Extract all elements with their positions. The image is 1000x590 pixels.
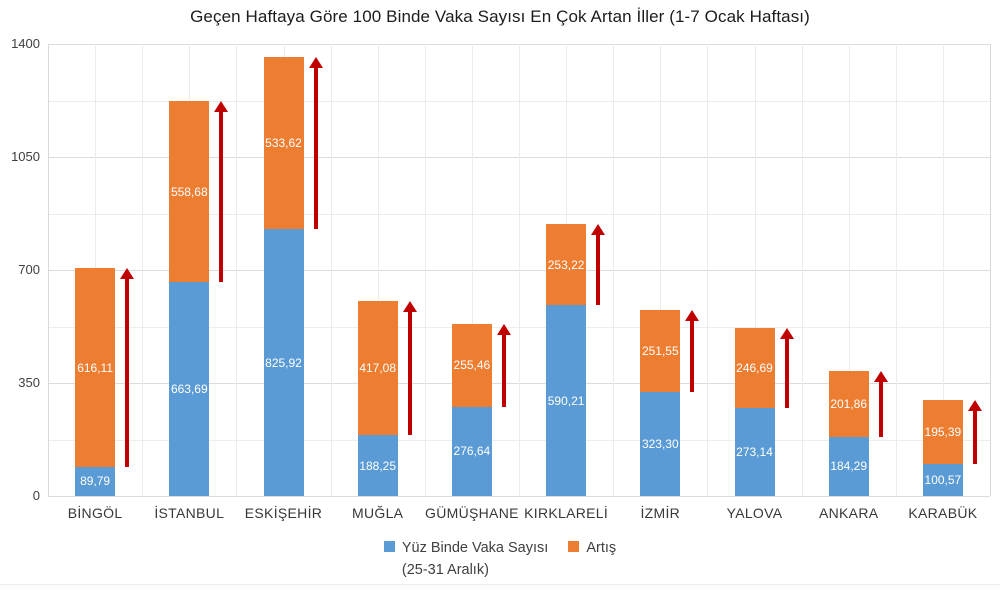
gridline-vertical xyxy=(707,44,709,496)
increase-arrow xyxy=(120,268,135,467)
arrow-head-icon xyxy=(873,371,888,383)
legend: Yüz Binde Vaka Sayısı (25-31 Aralık) Art… xyxy=(0,537,1000,581)
window-bottom-edge xyxy=(0,584,1000,590)
legend-swatch-artis xyxy=(568,541,580,552)
legend-item-vaka: Yüz Binde Vaka Sayısı (25-31 Aralık) xyxy=(383,537,548,581)
gridline-vertical xyxy=(990,44,991,496)
x-axis-category-label: YALOVA xyxy=(726,505,783,521)
bar-segment-artis: 417,08 xyxy=(357,300,398,436)
arrow-stem xyxy=(125,279,130,467)
arrow-head-icon xyxy=(214,101,229,113)
chart-title: Geçen Haftaya Göre 100 Binde Vaka Sayısı… xyxy=(190,7,810,26)
gridline-vertical xyxy=(48,44,49,496)
y-axis-tick-label: 1400 xyxy=(11,36,40,51)
gridline-vertical xyxy=(660,44,662,496)
gridline-vertical xyxy=(142,44,144,496)
gridline-vertical xyxy=(471,44,473,496)
x-axis-category-label: MUĞLA xyxy=(352,505,404,521)
gridline-vertical xyxy=(424,44,426,496)
legend-label-vaka-line1: Yüz Binde Vaka Sayısı xyxy=(401,540,549,556)
bar-segment-vaka: 188,25 xyxy=(357,435,398,496)
y-axis-tick-label: 700 xyxy=(18,262,40,277)
increase-arrow xyxy=(214,101,229,282)
arrow-stem xyxy=(878,382,883,437)
x-axis-category-label: ANKARA xyxy=(819,505,879,521)
bar-segment-artis: 558,68 xyxy=(169,101,210,282)
gridline-horizontal xyxy=(48,496,990,497)
arrow-head-icon xyxy=(685,310,700,322)
arrow-stem xyxy=(596,234,601,306)
increase-arrow xyxy=(402,300,417,436)
bar-segment-artis: 255,46 xyxy=(451,324,492,407)
arrow-stem xyxy=(313,68,318,230)
arrow-head-icon xyxy=(779,328,794,340)
arrow-stem xyxy=(784,339,789,408)
arrow-head-icon xyxy=(967,400,982,412)
arrow-head-icon xyxy=(120,268,135,280)
y-axis-tick-label: 0 xyxy=(32,488,40,503)
legend-swatch-vaka xyxy=(383,541,395,552)
gridline-vertical xyxy=(754,44,756,496)
bar-segment-vaka: 89,79 xyxy=(75,467,116,496)
bar-segment-vaka: 590,21 xyxy=(546,305,587,496)
bar-segment-vaka: 184,29 xyxy=(828,436,869,496)
gridline-vertical xyxy=(377,44,379,496)
legend-label-vaka: Yüz Binde Vaka Sayısı (25-31 Aralık) xyxy=(402,537,548,581)
bar-segment-vaka: 663,69 xyxy=(169,281,210,496)
arrow-stem xyxy=(219,112,224,282)
bar-segment-artis: 533,62 xyxy=(263,57,304,230)
gridline-vertical xyxy=(895,44,897,496)
arrow-stem xyxy=(972,411,977,464)
x-axis-category-label: BİNGÖL xyxy=(67,505,123,521)
increase-arrow xyxy=(685,310,700,392)
arrow-stem xyxy=(501,335,506,407)
legend-item-artis: Artış xyxy=(568,537,616,559)
arrow-head-icon xyxy=(496,324,511,336)
bar-segment-vaka: 323,30 xyxy=(640,391,681,496)
gridline-vertical xyxy=(519,44,520,496)
gridline-vertical xyxy=(801,44,803,496)
bar-segment-vaka: 100,57 xyxy=(922,463,963,496)
gridline-vertical xyxy=(848,44,850,496)
bar-segment-artis: 246,69 xyxy=(734,328,775,408)
increase-arrow xyxy=(591,223,606,306)
gridline-vertical xyxy=(942,44,944,496)
increase-arrow xyxy=(779,328,794,408)
bar-segment-artis: 253,22 xyxy=(546,223,587,306)
arrow-stem xyxy=(690,321,695,392)
legend-label-vaka-line2: (25-31 Aralık) xyxy=(401,562,489,578)
bar-segment-artis: 195,39 xyxy=(922,400,963,464)
legend-label-artis: Artış xyxy=(586,540,617,556)
increase-arrow xyxy=(873,371,888,437)
arrow-head-icon xyxy=(308,57,323,69)
arrow-head-icon xyxy=(591,223,606,235)
increase-arrow xyxy=(496,324,511,407)
gridline-vertical xyxy=(236,44,238,496)
gridline-vertical xyxy=(330,44,332,496)
arrow-head-icon xyxy=(402,300,417,312)
bar-segment-artis: 201,86 xyxy=(828,371,869,437)
arrow-stem xyxy=(407,311,412,436)
increase-arrow xyxy=(967,400,982,464)
bar-segment-artis: 251,55 xyxy=(640,310,681,392)
x-axis-category-label: İZMİR xyxy=(640,505,681,521)
y-axis-tick-label: 350 xyxy=(18,375,40,390)
x-axis-category-label: ESKİŞEHİR xyxy=(244,505,323,521)
bar-segment-vaka: 825,92 xyxy=(263,229,304,496)
increase-arrow xyxy=(308,57,323,230)
y-axis-tick-label: 1050 xyxy=(11,149,40,164)
x-axis-category-label: İSTANBUL xyxy=(154,505,225,521)
bar-segment-vaka: 273,14 xyxy=(734,407,775,496)
x-axis-category-label: GÜMÜŞHANE xyxy=(425,505,519,521)
gridline-vertical xyxy=(613,44,615,496)
bar-segment-vaka: 276,64 xyxy=(451,406,492,496)
x-axis-category-label: KARABÜK xyxy=(908,505,978,521)
x-axis-category-label: KIRKLARELİ xyxy=(524,505,609,521)
bar-segment-artis: 616,11 xyxy=(75,268,116,467)
